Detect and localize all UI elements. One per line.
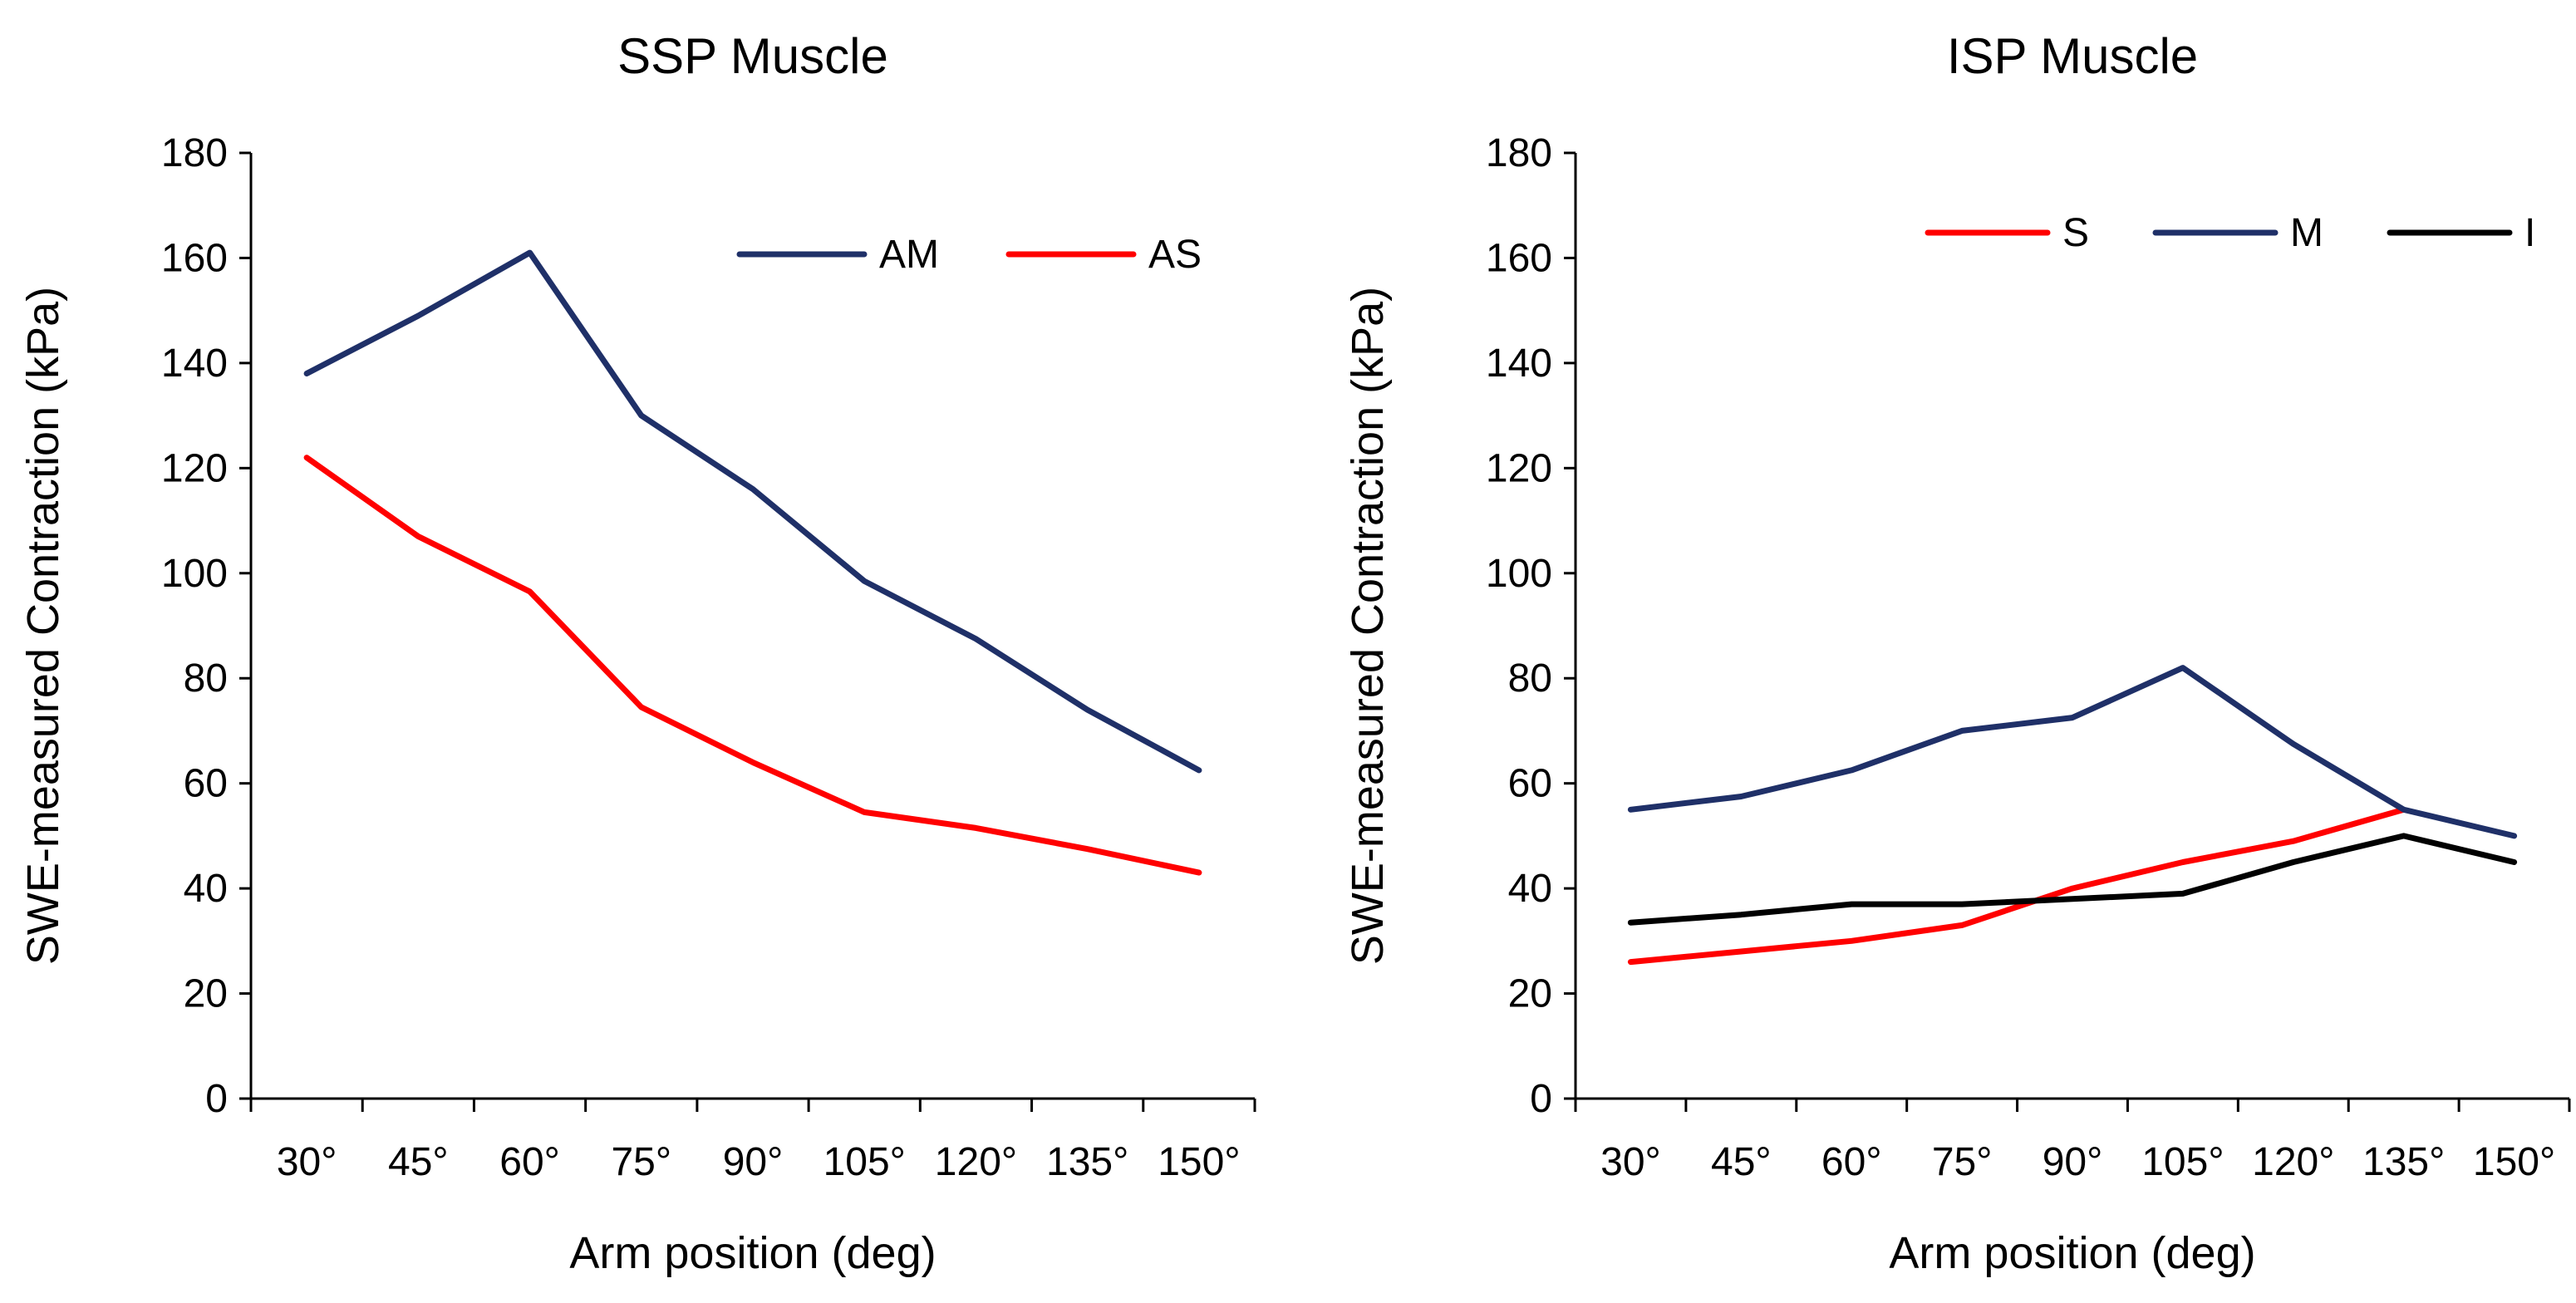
y-tick-label: 80 (1508, 656, 1552, 701)
x-tick-label: 45° (388, 1140, 449, 1184)
y-tick-label: 20 (184, 972, 228, 1016)
x-tick-label: 60° (499, 1140, 560, 1184)
y-axis-label: SWE-measured Contraction (kPa) (1343, 287, 1393, 965)
x-tick-label: 30° (1600, 1140, 1661, 1184)
series-line-m (1627, 665, 2518, 839)
x-tick-label: 90° (2043, 1140, 2103, 1184)
y-tick-label: 120 (161, 446, 228, 490)
isp-muscle-chart: ISP Muscle Arm position (deg) SWE-measur… (1343, 28, 2571, 1278)
x-tick-label: 90° (723, 1140, 784, 1184)
y-tick-label: 180 (1486, 131, 1552, 175)
x-tick-label: 30° (277, 1140, 337, 1184)
y-tick-label: 180 (161, 131, 228, 175)
x-tick-label: 135° (2362, 1140, 2445, 1184)
x-tick-label: 105° (823, 1140, 906, 1184)
x-tick-label: 60° (1821, 1140, 1882, 1184)
y-tick-label: 20 (1508, 972, 1552, 1016)
ssp-muscle-chart: SSP Muscle Arm position (deg) SWE-measur… (18, 28, 1256, 1278)
series-line-as (303, 455, 1202, 876)
x-tick-label: 45° (1711, 1140, 1772, 1184)
y-tick-label: 100 (161, 552, 228, 596)
chart-title: ISP Muscle (1947, 28, 2198, 84)
y-tick-label: 140 (161, 342, 228, 386)
x-tick-label: 150° (1158, 1140, 1240, 1184)
legend-label: AS (1148, 233, 1202, 277)
legend-label: I (2524, 211, 2535, 255)
y-tick-label: 160 (1486, 236, 1552, 280)
y-tick-label: 0 (1530, 1077, 1552, 1121)
chart-title: SSP Muscle (617, 28, 888, 84)
y-tick-label: 80 (184, 656, 228, 701)
y-tick-label: 40 (184, 867, 228, 911)
series-line-s (1627, 806, 2407, 966)
y-tick-label: 100 (1486, 552, 1552, 596)
y-tick-label: 0 (205, 1077, 228, 1121)
x-tick-label: 150° (2473, 1140, 2555, 1184)
y-axis-label: SWE-measured Contraction (kPa) (18, 287, 68, 965)
y-tick-label: 60 (1508, 762, 1552, 806)
legend-label: M (2290, 211, 2323, 255)
plot-area: 0 20 40 60 80 100 120 140 160 180 30° 45° 60° 75° 90° 1… (1486, 131, 2571, 1184)
legend: AM AS (736, 233, 1202, 277)
x-tick-label: 120° (935, 1140, 1017, 1184)
series-line-am (303, 249, 1202, 774)
x-tick-label: 120° (2252, 1140, 2334, 1184)
series-line-i (1627, 833, 2518, 926)
x-tick-label: 105° (2141, 1140, 2224, 1184)
y-tick-label: 160 (161, 236, 228, 280)
x-tick-label: 135° (1046, 1140, 1128, 1184)
x-axis-label: Arm position (deg) (569, 1228, 936, 1278)
x-axis-label: Arm position (deg) (1889, 1228, 2255, 1278)
y-tick-label: 140 (1486, 342, 1552, 386)
x-tick-label: 75° (611, 1140, 671, 1184)
legend-label: S (2062, 211, 2089, 255)
legend-label: AM (879, 233, 939, 277)
y-tick-label: 60 (184, 762, 228, 806)
y-tick-label: 120 (1486, 446, 1552, 490)
y-tick-label: 40 (1508, 867, 1552, 911)
x-tick-label: 75° (1932, 1140, 1993, 1184)
plot-area: 0 20 40 60 80 100 120 140 160 180 30° 45° 60° 75° 90° 1… (161, 131, 1256, 1184)
